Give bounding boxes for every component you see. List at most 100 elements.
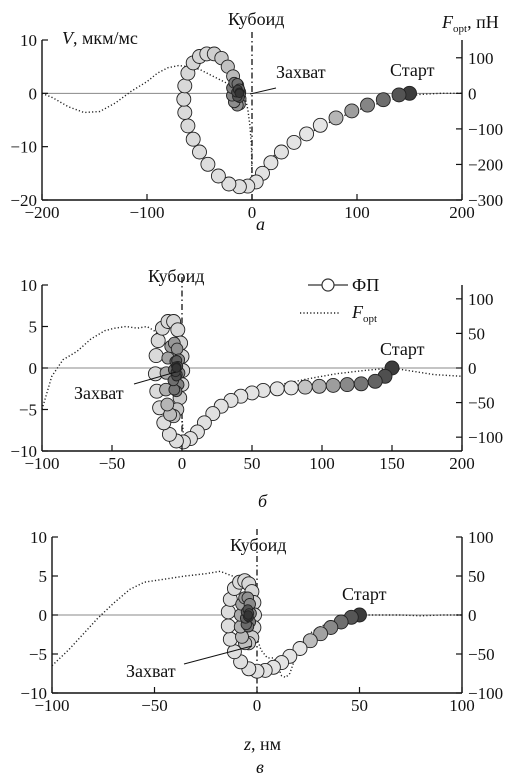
trajectory-point [325,377,341,393]
trajectory-point [171,363,182,373]
trajectory-point [353,376,369,392]
trajectory-point [313,626,329,642]
x-tick-label: 100 [449,696,475,715]
trajectory-point [170,322,186,338]
y-tick-label-right: 0 [468,359,477,378]
trajectory-point [243,610,253,620]
trajectory-point [283,380,299,396]
trajectory-point [292,641,308,656]
panel-b-labels: ФП Fopt Кубоид Захват Старт б [74,266,425,511]
panel-b-start-label: Старт [380,339,425,359]
y-tick-label-left: 0 [29,84,38,103]
panel-a-caption: а [256,214,265,234]
trajectory-point [180,118,196,134]
x-tick-label: −200 [24,203,59,222]
legend-label-force: Fopt [351,302,377,325]
panel-a-start-label: Старт [390,60,435,80]
trajectory-point [312,117,328,133]
x-tick-label: −100 [34,696,69,715]
y-tick-label-right: −100 [468,684,503,703]
trajectory-point [220,604,236,620]
y-tick-label-left: −5 [29,645,47,664]
y-tick-label-left: −10 [20,684,47,703]
trajectory-point [222,631,238,647]
y-tick-label-right: 0 [468,606,477,625]
y-tick-label-right: −50 [468,394,495,413]
trajectory-point [328,110,344,126]
panel-a-cuboid-label: Кубоид [228,9,284,29]
y-tick-label-right: −300 [468,191,503,210]
y-tick-label-left: 10 [20,276,37,295]
trajectory-point [150,333,166,349]
y-tick-label-right: −50 [468,645,495,664]
trajectory-point [148,348,164,364]
y-tick-label-right: 50 [468,324,485,343]
y-tick-label-right: −100 [468,120,503,139]
panel-c-series [51,529,462,693]
trajectory-point [160,397,175,412]
trajectory-point [205,406,221,422]
x-tick-label: 200 [449,454,475,473]
y-tick-label-left: 5 [39,567,48,586]
panel-b-series [41,277,463,451]
x-tick-label: 0 [253,696,262,715]
trajectory-point [344,103,360,119]
panel-b-capture-label: Захват [74,383,124,403]
trajectory-point [176,91,192,107]
panel-c-capture-pointer [183,645,253,665]
trajectory-point [185,131,201,147]
panel-b-capture-pointer [133,371,177,385]
x-tick-label: −100 [24,454,59,473]
trajectory-point [367,373,383,389]
panel-a: −200 −100 0 100 200100−10−201000−100−200−300… [10,9,503,234]
panel-a-labels: V, мкм/мс Fopt, пН Кубоид Захват Старт а [62,9,499,234]
trajectory-point [221,176,237,192]
panel-c-start-label: Старт [342,584,387,604]
panel-a-series [41,32,462,200]
y-tick-label-left: −10 [10,138,37,157]
x-tick-label: 150 [379,454,405,473]
trajectory-point [302,633,318,649]
force-series-line [41,325,463,441]
x-tick-label: 200 [449,203,475,222]
trajectory-point [269,381,285,397]
x-tick-label: −100 [129,203,164,222]
x-tick-label: 0 [178,454,187,473]
x-tick-label: 100 [344,203,370,222]
trajectory-point [391,87,407,103]
x-tick-label: 100 [309,454,335,473]
force-series-line [41,64,462,192]
trajectory-point [210,168,226,184]
trajectory-point [273,144,289,160]
y-tick-label-right: 0 [468,84,477,103]
panel-a-capture-label: Захват [276,62,326,82]
panel-c-caption: в [256,757,264,777]
trajectory-point [311,378,327,394]
trajectory-point [177,78,193,94]
trajectory-point [297,379,313,395]
trajectory-point [200,156,216,172]
panel-c-xlabel: z, нм [243,734,281,754]
trajectory-point [220,618,236,634]
panel-c-cuboid-label: Кубоид [230,535,286,555]
panel-b-caption: б [258,491,268,511]
trajectory-point [234,88,245,99]
panel-b-legend: ФП Fopt [300,275,379,325]
trajectory-point [360,97,375,113]
trajectory-point [286,134,302,150]
trajectory-point [192,144,207,160]
y-tick-label-right: 100 [468,528,494,547]
trajectory-point [263,155,279,171]
y-tick-label-left: 0 [39,606,48,625]
panel-b-cuboid-label: Кубоид [148,266,204,286]
x-tick-label: 0 [248,203,257,222]
y-tick-label-right: 50 [468,567,485,586]
y-tick-label-left: 10 [30,528,47,547]
y-tick-label-left: 5 [29,318,38,337]
y-tick-label-right: −200 [468,155,503,174]
y-tick-label-right: 100 [468,49,494,68]
panel-a-capture-pointer [249,87,277,95]
panel-a-ylabel-right: Fopt, пН [441,12,499,35]
